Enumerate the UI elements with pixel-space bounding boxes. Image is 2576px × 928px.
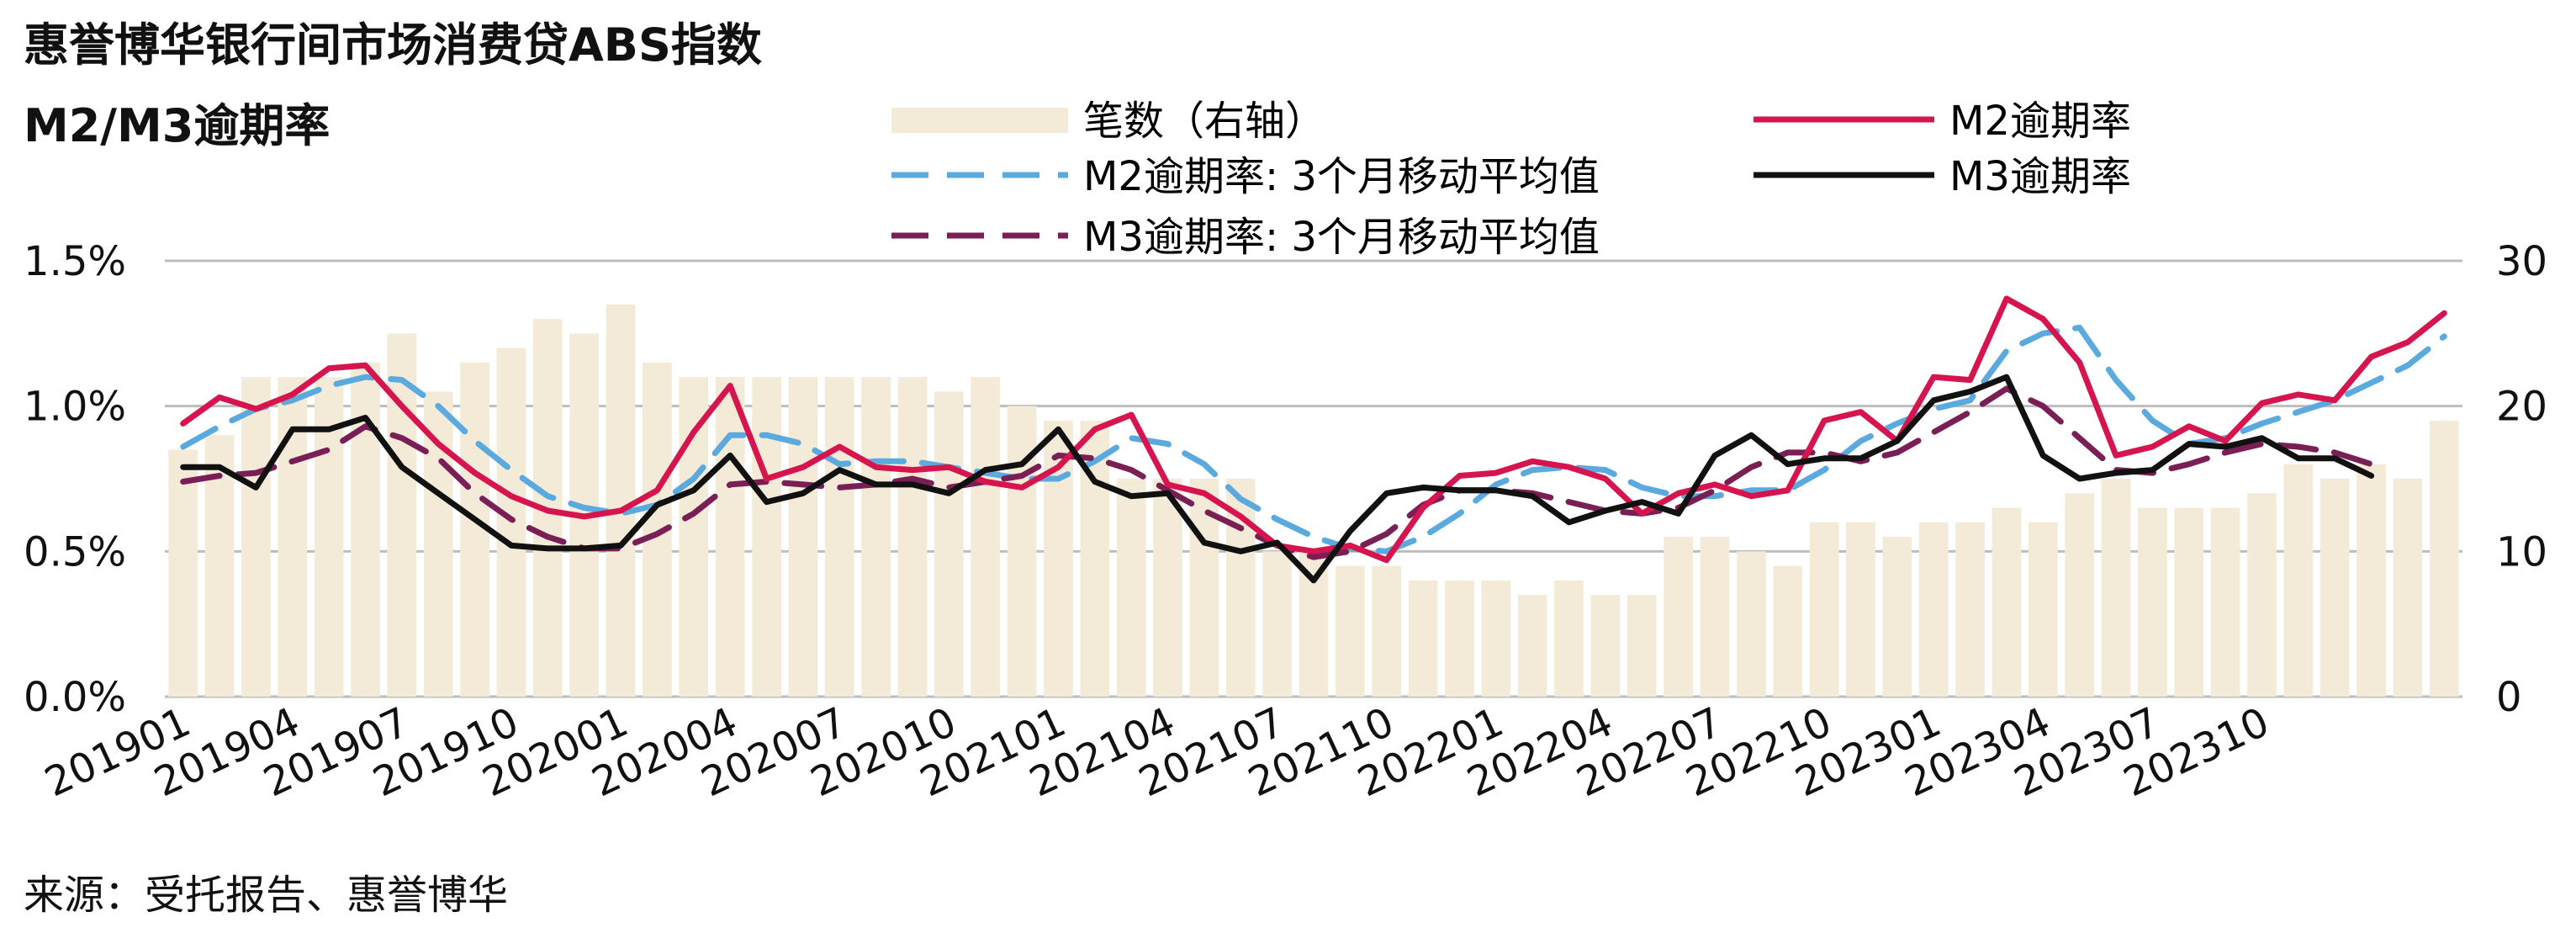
bar [1481, 580, 1511, 697]
bar [1262, 551, 1292, 697]
bar [606, 304, 636, 697]
bar [1918, 522, 1949, 697]
m3-line [180, 374, 2375, 584]
chart-subtitle: M2/M3逾期率 [24, 99, 331, 152]
bar [1846, 522, 1875, 697]
bar [971, 377, 1001, 697]
y-left-tick-label: 1.0% [24, 384, 126, 431]
y-right-tick-label: 20 [2496, 384, 2547, 431]
bar [2138, 507, 2167, 697]
bar [168, 449, 198, 697]
bar [1773, 565, 1803, 697]
legend-m3-label: M3逾期率 [1949, 153, 2131, 200]
m2-line [180, 295, 2447, 564]
y-right-tick-label: 0 [2496, 674, 2522, 721]
legend-bars-swatch [891, 108, 1068, 133]
bar [2429, 420, 2459, 697]
bar [1372, 565, 1402, 697]
bar [1007, 406, 1037, 697]
y-right-tick-label: 10 [2496, 528, 2547, 575]
legend-m3-ma-label: M3逾期率: 3个月移动平均值 [1083, 214, 1600, 261]
bar [2393, 479, 2423, 697]
bar [2174, 507, 2204, 697]
legend: 笔数（右轴） M2逾期率: 3个月移动平均值 M3逾期率: 3个月移动平均值 M… [891, 98, 2131, 261]
bar [934, 391, 964, 697]
bar [824, 377, 854, 697]
bar [1153, 479, 1182, 697]
bar [2247, 493, 2277, 697]
bar [1882, 537, 1912, 697]
bar [2283, 464, 2314, 697]
y-left-tick-label: 0.0% [24, 674, 126, 721]
bar-series [168, 304, 2459, 697]
bar [1737, 551, 1766, 697]
bar [1700, 537, 1730, 697]
bar [2210, 507, 2240, 697]
bar [788, 377, 818, 697]
bar [1408, 580, 1438, 697]
bar [2319, 479, 2350, 697]
bar [1445, 580, 1474, 697]
bar [1664, 537, 1693, 697]
bar [861, 377, 891, 697]
bar [2356, 464, 2386, 697]
y-left-tick-label: 1.5% [24, 238, 126, 285]
bar [679, 377, 709, 697]
bar [1116, 479, 1146, 697]
bar [1554, 580, 1584, 697]
bar [1590, 595, 1621, 697]
bar [1044, 420, 1073, 697]
legend-m2-label: M2逾期率 [1949, 98, 2131, 145]
bar [897, 377, 928, 697]
bar [1189, 479, 1219, 697]
source-note: 来源：受托报告、惠誉博华 [24, 872, 509, 919]
legend-bars-label: 笔数（右轴） [1083, 98, 1325, 145]
bar [278, 377, 308, 697]
bar [1809, 522, 1839, 697]
legend-m2-ma-label: M2逾期率: 3个月移动平均值 [1083, 153, 1600, 200]
bar [2065, 493, 2095, 697]
chart-title: 惠誉博华银行间市场消费贷ABS指数 [24, 19, 762, 72]
bar [2101, 479, 2131, 697]
bar [1627, 595, 1657, 697]
line-series [180, 295, 2447, 584]
bar [1992, 507, 2022, 697]
bar [351, 362, 380, 697]
bar [2028, 522, 2058, 697]
bar [1336, 565, 1365, 697]
y-right-tick-label: 30 [2496, 238, 2547, 285]
bar [1517, 595, 1547, 697]
bar [241, 377, 271, 697]
bar [1955, 522, 1985, 697]
bar [715, 377, 745, 697]
bar [752, 377, 781, 697]
y-left-tick-label: 0.5% [24, 528, 126, 575]
